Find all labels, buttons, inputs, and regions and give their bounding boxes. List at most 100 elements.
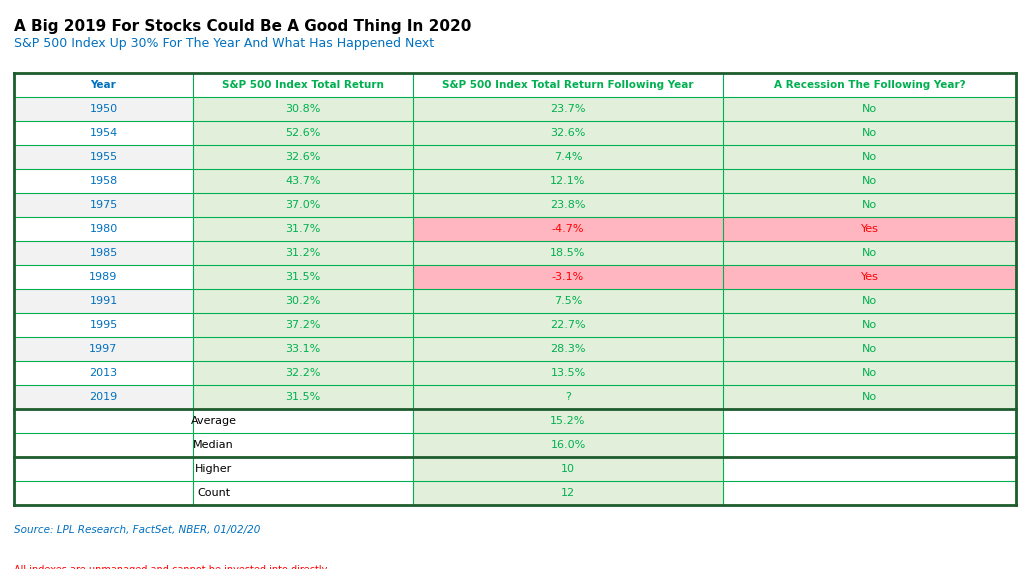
Text: 1954: 1954 <box>89 128 118 138</box>
Text: 16.0%: 16.0% <box>550 440 585 450</box>
Text: Yes: Yes <box>860 272 879 282</box>
Text: 1950: 1950 <box>89 104 118 114</box>
Bar <box>413 145 723 169</box>
Bar <box>193 121 413 145</box>
Bar <box>413 169 723 193</box>
Text: 12.1%: 12.1% <box>550 176 585 186</box>
Text: 30.8%: 30.8% <box>285 104 321 114</box>
Bar <box>413 241 723 265</box>
Bar <box>413 121 723 145</box>
Bar <box>723 481 1016 505</box>
Text: 18.5%: 18.5% <box>550 248 585 258</box>
Bar <box>723 409 1016 433</box>
Bar <box>14 385 193 409</box>
Text: 1991: 1991 <box>89 296 118 306</box>
Text: 15.2%: 15.2% <box>550 416 585 426</box>
Text: 2013: 2013 <box>89 368 118 378</box>
Bar <box>413 313 723 337</box>
Text: 2019: 2019 <box>89 392 118 402</box>
Text: No: No <box>862 152 877 162</box>
Bar <box>723 217 1016 241</box>
Text: 30.2%: 30.2% <box>285 296 321 306</box>
Bar <box>14 433 413 457</box>
Bar <box>14 313 193 337</box>
Text: 22.7%: 22.7% <box>550 320 586 330</box>
Bar <box>723 241 1016 265</box>
Bar <box>413 193 723 217</box>
Text: 31.5%: 31.5% <box>285 272 321 282</box>
Bar <box>723 361 1016 385</box>
Text: 1958: 1958 <box>89 176 118 186</box>
Text: 32.6%: 32.6% <box>550 128 585 138</box>
Text: No: No <box>862 248 877 258</box>
Text: 1985: 1985 <box>89 248 118 258</box>
Bar <box>14 145 193 169</box>
Text: 1955: 1955 <box>89 152 118 162</box>
Bar <box>14 241 193 265</box>
Text: -3.1%: -3.1% <box>552 272 584 282</box>
Bar <box>723 73 1016 97</box>
Text: 1975: 1975 <box>89 200 118 210</box>
Bar <box>193 145 413 169</box>
Bar <box>193 337 413 361</box>
Text: 23.7%: 23.7% <box>550 104 585 114</box>
Text: No: No <box>862 128 877 138</box>
Text: Average: Average <box>190 416 237 426</box>
Bar <box>723 121 1016 145</box>
Text: A Big 2019 For Stocks Could Be A Good Thing In 2020: A Big 2019 For Stocks Could Be A Good Th… <box>14 19 472 34</box>
Text: 7.4%: 7.4% <box>554 152 582 162</box>
Text: A Recession The Following Year?: A Recession The Following Year? <box>773 80 966 90</box>
Bar <box>193 361 413 385</box>
Bar <box>723 193 1016 217</box>
Text: 43.7%: 43.7% <box>285 176 321 186</box>
Text: 10: 10 <box>561 464 575 474</box>
Text: 31.7%: 31.7% <box>285 224 321 234</box>
Bar <box>193 313 413 337</box>
Text: Median: Median <box>193 440 234 450</box>
Text: 28.3%: 28.3% <box>550 344 585 354</box>
Bar <box>14 73 193 97</box>
Bar <box>413 289 723 313</box>
Bar <box>413 457 723 481</box>
Bar <box>193 217 413 241</box>
Text: Year: Year <box>91 80 117 90</box>
Bar <box>723 289 1016 313</box>
Bar <box>413 409 723 433</box>
Text: 31.2%: 31.2% <box>285 248 321 258</box>
Bar <box>723 145 1016 169</box>
Bar <box>193 73 413 97</box>
Text: No: No <box>862 176 877 186</box>
Bar <box>723 313 1016 337</box>
Text: Count: Count <box>196 488 230 498</box>
Bar <box>723 385 1016 409</box>
Bar <box>193 265 413 289</box>
Text: Source: LPL Research, FactSet, NBER, 01/02/20: Source: LPL Research, FactSet, NBER, 01/… <box>14 525 261 535</box>
Bar <box>14 337 193 361</box>
Bar <box>413 265 723 289</box>
Bar <box>413 361 723 385</box>
Text: No: No <box>862 104 877 114</box>
Text: S&P 500 Index Total Return Following Year: S&P 500 Index Total Return Following Yea… <box>443 80 694 90</box>
Bar <box>723 265 1016 289</box>
Text: Higher: Higher <box>194 464 232 474</box>
Text: 32.6%: 32.6% <box>285 152 321 162</box>
Bar <box>413 73 723 97</box>
Bar <box>14 169 193 193</box>
Text: No: No <box>862 368 877 378</box>
Bar <box>14 193 193 217</box>
Text: No: No <box>862 344 877 354</box>
Bar <box>14 289 193 313</box>
Bar <box>193 193 413 217</box>
Text: No: No <box>862 296 877 306</box>
Bar <box>193 385 413 409</box>
Bar <box>193 97 413 121</box>
Text: All indexes are unmanaged and cannot be invested into directly.: All indexes are unmanaged and cannot be … <box>14 565 329 569</box>
Text: 1989: 1989 <box>89 272 118 282</box>
Text: Yes: Yes <box>860 224 879 234</box>
Text: -4.7%: -4.7% <box>552 224 584 234</box>
Text: 7.5%: 7.5% <box>554 296 582 306</box>
Text: ?: ? <box>565 392 571 402</box>
Bar <box>723 433 1016 457</box>
Bar <box>413 97 723 121</box>
Text: 33.1%: 33.1% <box>285 344 321 354</box>
